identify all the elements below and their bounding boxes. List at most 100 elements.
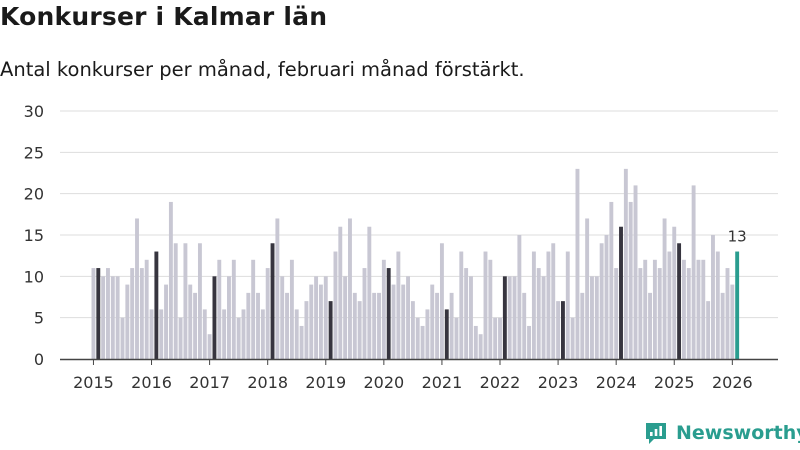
bar — [551, 243, 556, 359]
bar — [599, 243, 604, 359]
bars — [91, 168, 740, 359]
bar — [425, 309, 430, 359]
bar — [609, 201, 614, 359]
bar — [362, 268, 367, 359]
bar — [536, 268, 541, 359]
bar — [522, 292, 527, 359]
bar — [725, 268, 730, 359]
bar — [619, 226, 623, 359]
bar — [459, 251, 464, 359]
bar — [197, 243, 202, 359]
bar — [507, 276, 512, 359]
bar — [531, 251, 536, 359]
bar — [135, 218, 139, 359]
bar — [207, 334, 212, 359]
bar — [144, 259, 149, 359]
bar — [106, 268, 110, 359]
bar — [623, 168, 628, 359]
bar — [527, 325, 531, 359]
bar — [168, 201, 173, 359]
bar — [498, 317, 502, 359]
bar — [294, 309, 299, 359]
bar — [614, 268, 619, 359]
bar — [677, 243, 682, 359]
y-axis-ticks: 0 5 10 15 20 25 30 — [24, 102, 44, 369]
bar — [212, 276, 217, 359]
bar — [328, 301, 333, 359]
bar — [217, 259, 222, 359]
bar — [91, 268, 96, 359]
bar — [711, 235, 715, 359]
y-tick-label: 0 — [34, 350, 44, 369]
bar — [488, 259, 493, 359]
bar — [120, 317, 125, 359]
bar — [517, 235, 522, 359]
x-tick-label: 2023 — [538, 373, 579, 392]
bar — [715, 251, 720, 359]
bar — [231, 259, 236, 359]
bar — [667, 251, 672, 359]
bar — [396, 251, 401, 359]
bar — [352, 292, 357, 359]
x-tick-label: 2020 — [363, 373, 404, 392]
bar — [139, 268, 144, 359]
bar — [318, 284, 323, 359]
bar — [236, 317, 241, 359]
bar — [377, 292, 381, 359]
bar — [473, 325, 478, 359]
bar — [183, 243, 188, 359]
bar — [430, 284, 435, 359]
bar — [541, 276, 546, 359]
bar — [410, 301, 415, 359]
bar — [570, 317, 575, 359]
bar — [585, 218, 590, 359]
y-tick-label: 15 — [24, 226, 44, 245]
bar — [193, 292, 198, 359]
bar — [648, 292, 652, 359]
bar — [333, 251, 338, 359]
bar — [164, 284, 168, 359]
bar — [420, 325, 425, 359]
bar — [159, 309, 164, 359]
bar — [556, 301, 561, 359]
bar — [227, 276, 231, 359]
bar — [652, 259, 657, 359]
chart-title: Konkurser i Kalmar län — [0, 2, 328, 31]
bar — [154, 251, 159, 359]
bar — [222, 309, 227, 359]
bar — [280, 276, 285, 359]
bar — [415, 317, 420, 359]
bar — [691, 185, 696, 359]
bar — [502, 276, 507, 359]
bar — [270, 243, 275, 359]
bar — [285, 292, 289, 359]
bar — [449, 292, 454, 359]
x-tick-label: 2022 — [480, 373, 521, 392]
brand-name: Newsworthy — [676, 422, 800, 444]
bar — [256, 292, 260, 359]
bar — [381, 259, 386, 359]
bar — [391, 284, 396, 359]
x-tick-label: 2017 — [189, 373, 230, 392]
y-tick-label: 5 — [34, 309, 44, 328]
newsworthy-logo-icon — [646, 423, 666, 444]
bar — [672, 226, 677, 359]
x-tick-label: 2015 — [73, 373, 114, 392]
bar — [125, 284, 130, 359]
y-tick-label: 30 — [24, 102, 44, 121]
bar — [580, 292, 585, 359]
bar — [662, 218, 667, 359]
bar — [251, 259, 256, 359]
bar — [590, 276, 594, 359]
y-tick-label: 10 — [24, 267, 44, 286]
bar — [512, 276, 517, 359]
bar — [633, 185, 638, 359]
x-tick-label: 2018 — [247, 373, 288, 392]
bar — [493, 317, 498, 359]
bar — [435, 292, 440, 359]
bar — [275, 218, 280, 359]
bar — [469, 276, 473, 359]
bar — [289, 259, 294, 359]
bar — [696, 259, 701, 359]
